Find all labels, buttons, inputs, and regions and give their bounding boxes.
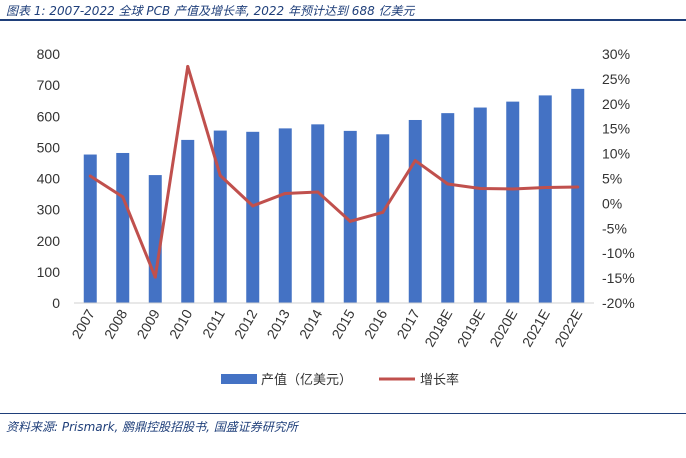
x-tick-label: 2015 [328, 306, 358, 341]
left-tick-label: 700 [37, 77, 61, 93]
x-tick-label: 2007 [68, 306, 98, 341]
growth-point-2008 [121, 195, 125, 199]
caption-rule [0, 19, 686, 21]
growth-point-2010 [186, 64, 190, 68]
growth-point-2018E [446, 182, 450, 186]
legend-bar-swatch [221, 374, 257, 384]
right-tick-label: 30% [602, 46, 630, 62]
right-tick-label: 15% [602, 121, 630, 137]
growth-point-2011 [218, 174, 222, 178]
figure-caption: 图表 1: 2007-2022 全球 PCB 产值及增长率, 2022 年预计达… [6, 4, 415, 18]
right-axis: -20% -15% -10% -5% 0% 5% 10% 15% 20% 25% 30% [602, 46, 635, 311]
x-tick-label: 2020E [486, 307, 520, 350]
legend: 产值（亿美元） 增长率 [221, 372, 459, 388]
right-tick-label: 20% [602, 96, 630, 112]
bar-2010 [181, 139, 195, 303]
growth-point-2021E [543, 185, 547, 189]
right-tick-label: 25% [602, 71, 630, 87]
bar-2008 [116, 152, 130, 303]
growth-point-2015 [348, 219, 352, 223]
bar-2016 [376, 134, 390, 303]
left-tick-label: 100 [37, 264, 61, 280]
left-tick-label: 600 [37, 108, 61, 124]
left-tick-label: 400 [37, 171, 61, 187]
pcb-output-chart: 0 100 200 300 400 500 600 700 800 -20% -15% -10% -5… [37, 46, 635, 388]
x-tick-label: 2010 [166, 306, 196, 341]
bar-2015 [343, 130, 357, 303]
bar-2013 [278, 128, 292, 303]
left-tick-label: 300 [37, 202, 61, 218]
left-tick-label: 800 [37, 46, 61, 62]
left-tick-label: 0 [52, 295, 60, 311]
growth-point-2022E [576, 185, 580, 189]
growth-point-2014 [316, 190, 320, 194]
x-tick-label: 2009 [133, 306, 163, 341]
bar-2007 [83, 154, 97, 303]
left-tick-label: 500 [37, 139, 61, 155]
growth-point-2020E [511, 187, 515, 191]
growth-point-2012 [251, 204, 255, 208]
bar-2019E [473, 107, 487, 303]
growth-rate-line [89, 64, 578, 279]
x-tick-label: 2008 [101, 306, 131, 341]
left-axis: 0 100 200 300 400 500 600 700 800 [37, 46, 61, 311]
right-tick-label: 5% [602, 171, 622, 187]
bar-2020E [506, 101, 520, 303]
right-tick-label: 0% [602, 195, 622, 211]
right-tick-label: -15% [602, 270, 635, 286]
bar-2012 [246, 131, 260, 303]
x-tick-label: 2011 [199, 306, 228, 340]
right-tick-label: 10% [602, 146, 630, 162]
x-tick-label: 2022E [551, 307, 585, 350]
x-tick-label: 2016 [361, 306, 391, 341]
growth-point-2019E [478, 186, 482, 190]
bar-2017 [408, 119, 422, 303]
growth-point-2007 [88, 174, 92, 178]
line-series [88, 64, 580, 279]
legend-line-label: 增长率 [420, 372, 459, 388]
x-tick-label: 2018E [421, 307, 455, 350]
bar-2021E [538, 95, 552, 304]
bar-2022E [571, 88, 585, 303]
right-tick-label: -5% [602, 220, 627, 236]
x-axis: 2007 2008 2009 2010 2011 2012 2013 2014 2015 2016… [68, 302, 594, 350]
x-tick-label: 2019E [454, 307, 488, 350]
bar-series [83, 88, 585, 304]
growth-point-2016 [381, 210, 385, 214]
source-note: 资料来源: Prismark, 鹏鼎控股招股书, 国盛证券研究所 [6, 420, 298, 434]
growth-point-2009 [153, 275, 157, 279]
legend-bar-label: 产值（亿美元） [261, 372, 352, 388]
x-tick-label: 2021E [519, 307, 553, 350]
x-tick-label: 2013 [263, 306, 293, 341]
growth-point-2017 [413, 159, 417, 163]
right-tick-label: -10% [602, 245, 635, 261]
left-tick-label: 200 [37, 233, 61, 249]
source-rule [0, 413, 686, 414]
x-tick-label: 2014 [296, 306, 326, 341]
x-tick-label: 2017 [393, 306, 423, 341]
bar-2014 [311, 124, 325, 303]
bar-2018E [441, 113, 455, 303]
growth-point-2013 [283, 191, 287, 195]
bar-2011 [213, 130, 227, 303]
right-tick-label: -20% [602, 295, 635, 311]
x-tick-label: 2012 [231, 306, 261, 341]
